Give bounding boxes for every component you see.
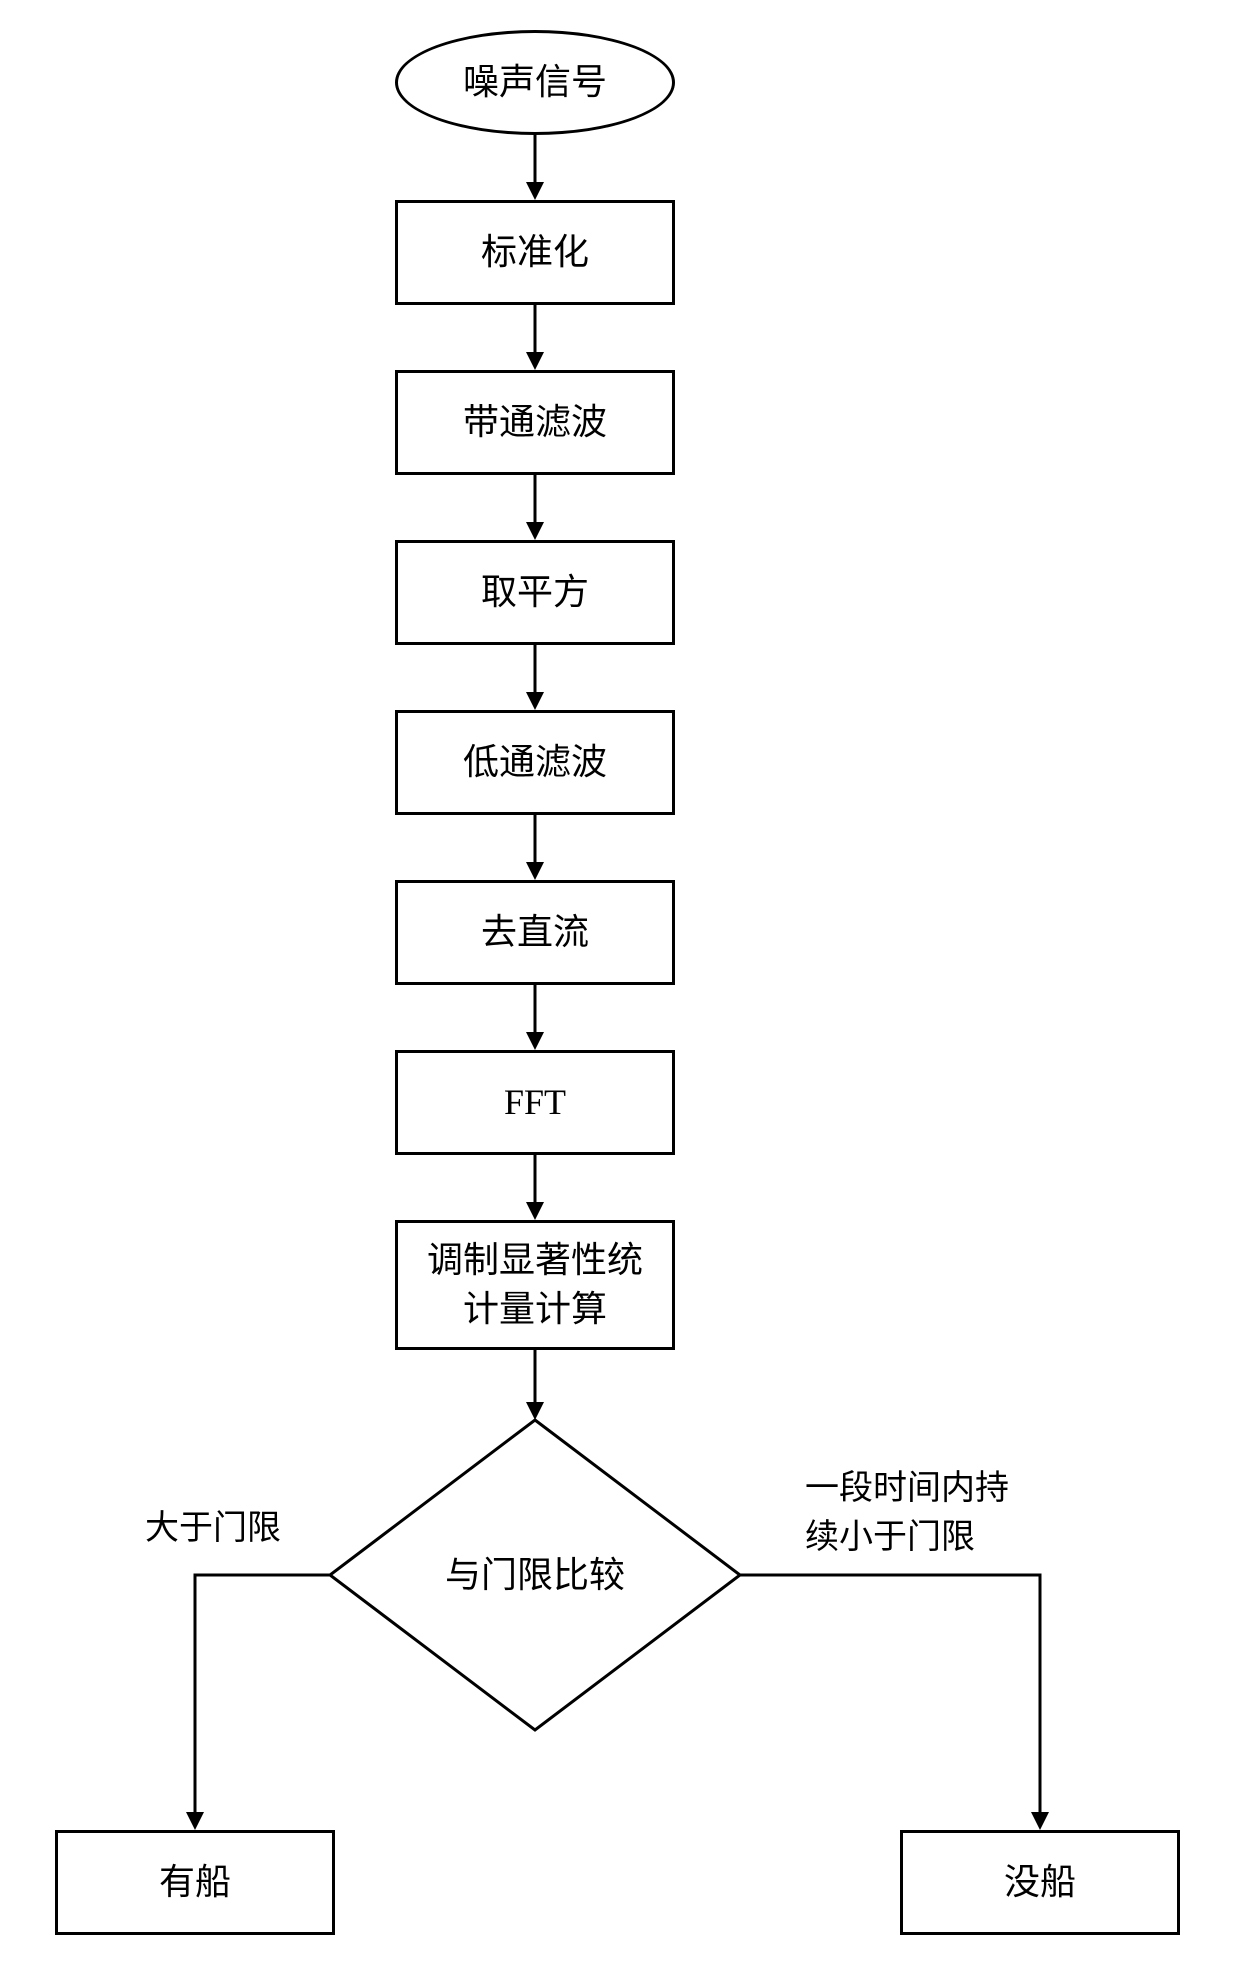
- node-label: 低通滤波: [463, 738, 607, 787]
- node-label: 取平方: [481, 568, 589, 617]
- edge: [740, 1575, 1040, 1812]
- arrowhead: [1031, 1812, 1049, 1830]
- node-label: 标准化: [481, 228, 589, 277]
- edge-label-lblR: 一段时间内持 续小于门限: [805, 1460, 1009, 1558]
- node-label: FFT: [504, 1078, 566, 1127]
- arrowhead: [526, 182, 544, 200]
- arrowhead: [526, 352, 544, 370]
- node-label: 调制显著性统 计量计算: [427, 1236, 643, 1333]
- node-n2: 带通滤波: [395, 370, 675, 475]
- node-n1: 标准化: [395, 200, 675, 305]
- node-n7: 调制显著性统 计量计算: [395, 1220, 675, 1350]
- node-n3: 取平方: [395, 540, 675, 645]
- arrowhead: [526, 862, 544, 880]
- node-label: 噪声信号: [463, 58, 607, 107]
- node-label: 没船: [1004, 1858, 1076, 1907]
- node-label: 与门限比较: [445, 1551, 625, 1600]
- node-start: 噪声信号: [395, 30, 675, 135]
- node-outR: 没船: [900, 1830, 1180, 1935]
- arrowhead: [526, 1202, 544, 1220]
- node-n6: FFT: [395, 1050, 675, 1155]
- arrowhead: [526, 1032, 544, 1050]
- node-label: 带通滤波: [463, 398, 607, 447]
- node-label: 有船: [159, 1858, 231, 1907]
- arrowhead: [526, 692, 544, 710]
- arrowhead: [526, 522, 544, 540]
- edge: [195, 1575, 330, 1812]
- node-label: 去直流: [481, 908, 589, 957]
- node-outL: 有船: [55, 1830, 335, 1935]
- edge-label-lblL: 大于门限: [145, 1500, 281, 1549]
- node-dec: 与门限比较: [330, 1420, 740, 1730]
- node-n5: 去直流: [395, 880, 675, 985]
- arrowhead: [186, 1812, 204, 1830]
- node-n4: 低通滤波: [395, 710, 675, 815]
- arrowhead: [526, 1402, 544, 1420]
- flowchart-canvas: 噪声信号标准化带通滤波取平方低通滤波去直流 FFT 调制显著性统 计量计算与门限比较…: [0, 0, 1240, 1985]
